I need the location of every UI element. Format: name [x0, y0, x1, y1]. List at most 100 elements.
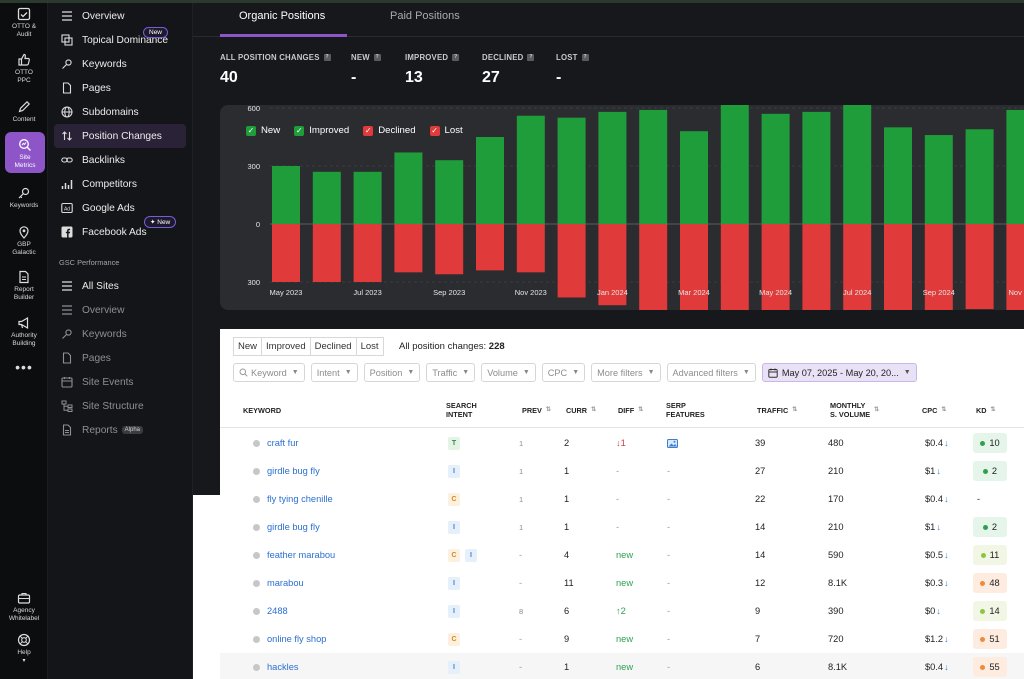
col-kd[interactable]: KD ⇅	[976, 392, 996, 428]
info-icon[interactable]: ?	[527, 54, 535, 61]
rail-authority-building[interactable]: Authority Building	[0, 316, 48, 347]
col-traffic[interactable]: TRAFFIC ⇅	[757, 392, 797, 428]
col-prev[interactable]: PREV ⇅	[522, 392, 551, 428]
col-search-intent[interactable]: SEARCH INTENT	[446, 392, 477, 428]
nav-item-overview[interactable]: Overview	[54, 4, 186, 28]
info-icon[interactable]: ?	[581, 54, 589, 61]
col-diff[interactable]: DIFF ⇅	[618, 392, 643, 428]
rail-keywords[interactable]: Keywords	[0, 186, 48, 210]
table-row[interactable]: marabou I - 11 new - 12 8.1K $0.3 ↓ 48	[220, 569, 1024, 597]
nav-item-backlinks[interactable]: Backlinks	[54, 148, 186, 172]
nav-item-reports[interactable]: Reports Alpha	[54, 418, 186, 442]
table-row[interactable]: hackles I - 1 new - 6 8.1K $0.4 ↓ 55	[220, 653, 1024, 679]
nav-item-subdomains[interactable]: Subdomains	[54, 100, 186, 124]
sort-icon[interactable]: ⇅	[591, 406, 597, 413]
col-keyword[interactable]: KEYWORD	[243, 392, 281, 428]
sort-icon[interactable]: ⇅	[874, 406, 880, 413]
nav-item-keywords[interactable]: Keywords	[54, 52, 186, 76]
keyword-link[interactable]: hackles	[267, 662, 299, 672]
table-row[interactable]: online fly shop C - 9 new - 7 720 $1.2 ↓ …	[220, 625, 1024, 653]
volume-filter[interactable]: Volume ▼	[481, 363, 536, 382]
date-range-picker[interactable]: May 07, 2025 - May 20, 20... ▼	[761, 363, 917, 382]
table-row[interactable]: girdle bug fly I 1 1 - - 27 210 $1 ↓ 2	[220, 457, 1024, 485]
nav-item-competitors[interactable]: Competitors	[54, 172, 186, 196]
checkbox-icon[interactable]: ✓	[294, 125, 305, 136]
info-icon[interactable]: ?	[323, 54, 331, 61]
nav-item-pages[interactable]: Pages	[54, 76, 186, 100]
cpc-filter[interactable]: CPC ▼	[541, 363, 586, 382]
nav-item-position-changes[interactable]: Position Changes	[54, 124, 186, 148]
nav-item-google-ads[interactable]: Ad Google Ads	[54, 196, 186, 220]
filter-tab-declined[interactable]: Declined	[309, 337, 357, 356]
rail-gbp-galactic[interactable]: GBP Galactic	[0, 225, 48, 256]
keyword-link[interactable]: 2488	[267, 606, 288, 616]
rail-agency-whitelabel[interactable]: Agency Whitelabel	[0, 591, 48, 622]
info-icon[interactable]: ?	[373, 54, 381, 61]
legend-improved[interactable]: ✓ Improved	[294, 125, 349, 136]
prev-value: -	[519, 662, 523, 672]
table-row[interactable]: craft fur T 1 2 ↓1 39 480 $0.4 ↓ 10	[220, 429, 1024, 457]
sort-icon[interactable]: ⇅	[792, 406, 798, 413]
keyword-link[interactable]: feather marabou	[267, 550, 336, 560]
keyword-link[interactable]: marabou	[267, 578, 304, 588]
keyword-link[interactable]: girdle bug fly	[267, 466, 320, 476]
nav-item-site-structure[interactable]: Site Structure	[54, 394, 186, 418]
improved-bar	[1006, 109, 1024, 224]
col-monthly-volume[interactable]: MONTHLY S. VOLUME ⇅	[830, 392, 879, 428]
rail-report-builder[interactable]: Report Builder	[0, 270, 48, 301]
nav-item-gsc-keywords[interactable]: Keywords	[54, 322, 186, 346]
keyword-link[interactable]: craft fur	[267, 438, 299, 448]
filter-tab-lost[interactable]: Lost	[355, 337, 384, 356]
col-serp-features[interactable]: SERP FEATURES	[666, 392, 705, 428]
traffic-value: 14	[755, 550, 766, 560]
traffic-value: 6	[755, 662, 761, 672]
new-badge: ✦ New	[144, 216, 177, 228]
nav-item-gsc-overview[interactable]: Overview	[54, 298, 186, 322]
checkbox-icon[interactable]: ✓	[246, 125, 256, 136]
filter-tab-improved[interactable]: Improved	[261, 337, 311, 356]
legend-new[interactable]: ✓ New	[246, 125, 280, 136]
arrow-down-icon: ↓	[944, 578, 949, 588]
position-filter[interactable]: Position ▼	[363, 363, 421, 382]
traffic-filter[interactable]: Traffic ▼	[426, 363, 476, 382]
rail-otto-ppc[interactable]: OTTO PPC	[0, 53, 48, 84]
rail-help[interactable]: Help ▾	[0, 633, 48, 664]
advanced-filters-button[interactable]: Advanced filters ▼	[666, 363, 756, 382]
legend-declined[interactable]: ✓ Declined	[363, 125, 416, 136]
intent-filter[interactable]: Intent ▼	[310, 363, 358, 382]
tab-paid-positions[interactable]: Paid Positions	[390, 10, 460, 22]
nav-item-facebook-ads[interactable]: Facebook Ads	[54, 220, 186, 244]
sort-icon[interactable]: ⇅	[638, 406, 644, 413]
checkbox-icon[interactable]: ✓	[363, 125, 374, 136]
col-curr[interactable]: CURR ⇅	[566, 392, 596, 428]
checkbox-icon[interactable]: ✓	[429, 125, 440, 136]
keyword-link[interactable]: fly tying chenille	[267, 494, 333, 504]
table-row[interactable]: 2488 I 8 6 ↑2 - 9 390 $0 ↓ 14	[220, 597, 1024, 625]
sort-icon[interactable]: ⇅	[941, 406, 947, 413]
rail-site-metrics[interactable]: Site Metrics	[5, 132, 45, 173]
nav-item-site-events[interactable]: Site Events	[54, 370, 186, 394]
keyword-link[interactable]: online fly shop	[267, 634, 327, 644]
sort-icon[interactable]: ⇅	[545, 406, 551, 413]
rail-otto-audit[interactable]: OTTO & Audit	[0, 7, 48, 38]
nav-item-topical-dominance[interactable]: Topical Dominance	[54, 28, 186, 52]
rail-more-button[interactable]: •••	[15, 359, 33, 375]
col-cpc[interactable]: CPC ⇅	[922, 392, 946, 428]
tab-organic-positions[interactable]: Organic Positions	[239, 10, 326, 22]
rail-label: Content	[12, 116, 36, 123]
filter-tab-new[interactable]: New	[233, 337, 263, 356]
rail-content[interactable]: Content	[0, 100, 48, 124]
sort-icon[interactable]: ⇅	[990, 406, 996, 413]
keyword-filter[interactable]: Keyword ▼	[233, 363, 305, 382]
nav-item-gsc-pages[interactable]: Pages	[54, 346, 186, 370]
nav-item-label: All Sites	[82, 280, 119, 292]
table-row[interactable]: girdle bug fly I 1 1 - - 14 210 $1 ↓ 2	[220, 513, 1024, 541]
legend-lost[interactable]: ✓ Lost	[429, 125, 463, 136]
more-filters-button[interactable]: More filters ▼	[591, 363, 661, 382]
nav-item-all-sites[interactable]: All Sites	[54, 274, 186, 298]
keyword-link[interactable]: girdle bug fly	[267, 522, 320, 532]
table-row[interactable]: fly tying chenille C 1 1 - - 22 170 $0.4…	[220, 485, 1024, 513]
rail-label: Site	[19, 154, 31, 161]
info-icon[interactable]: ?	[452, 54, 460, 61]
